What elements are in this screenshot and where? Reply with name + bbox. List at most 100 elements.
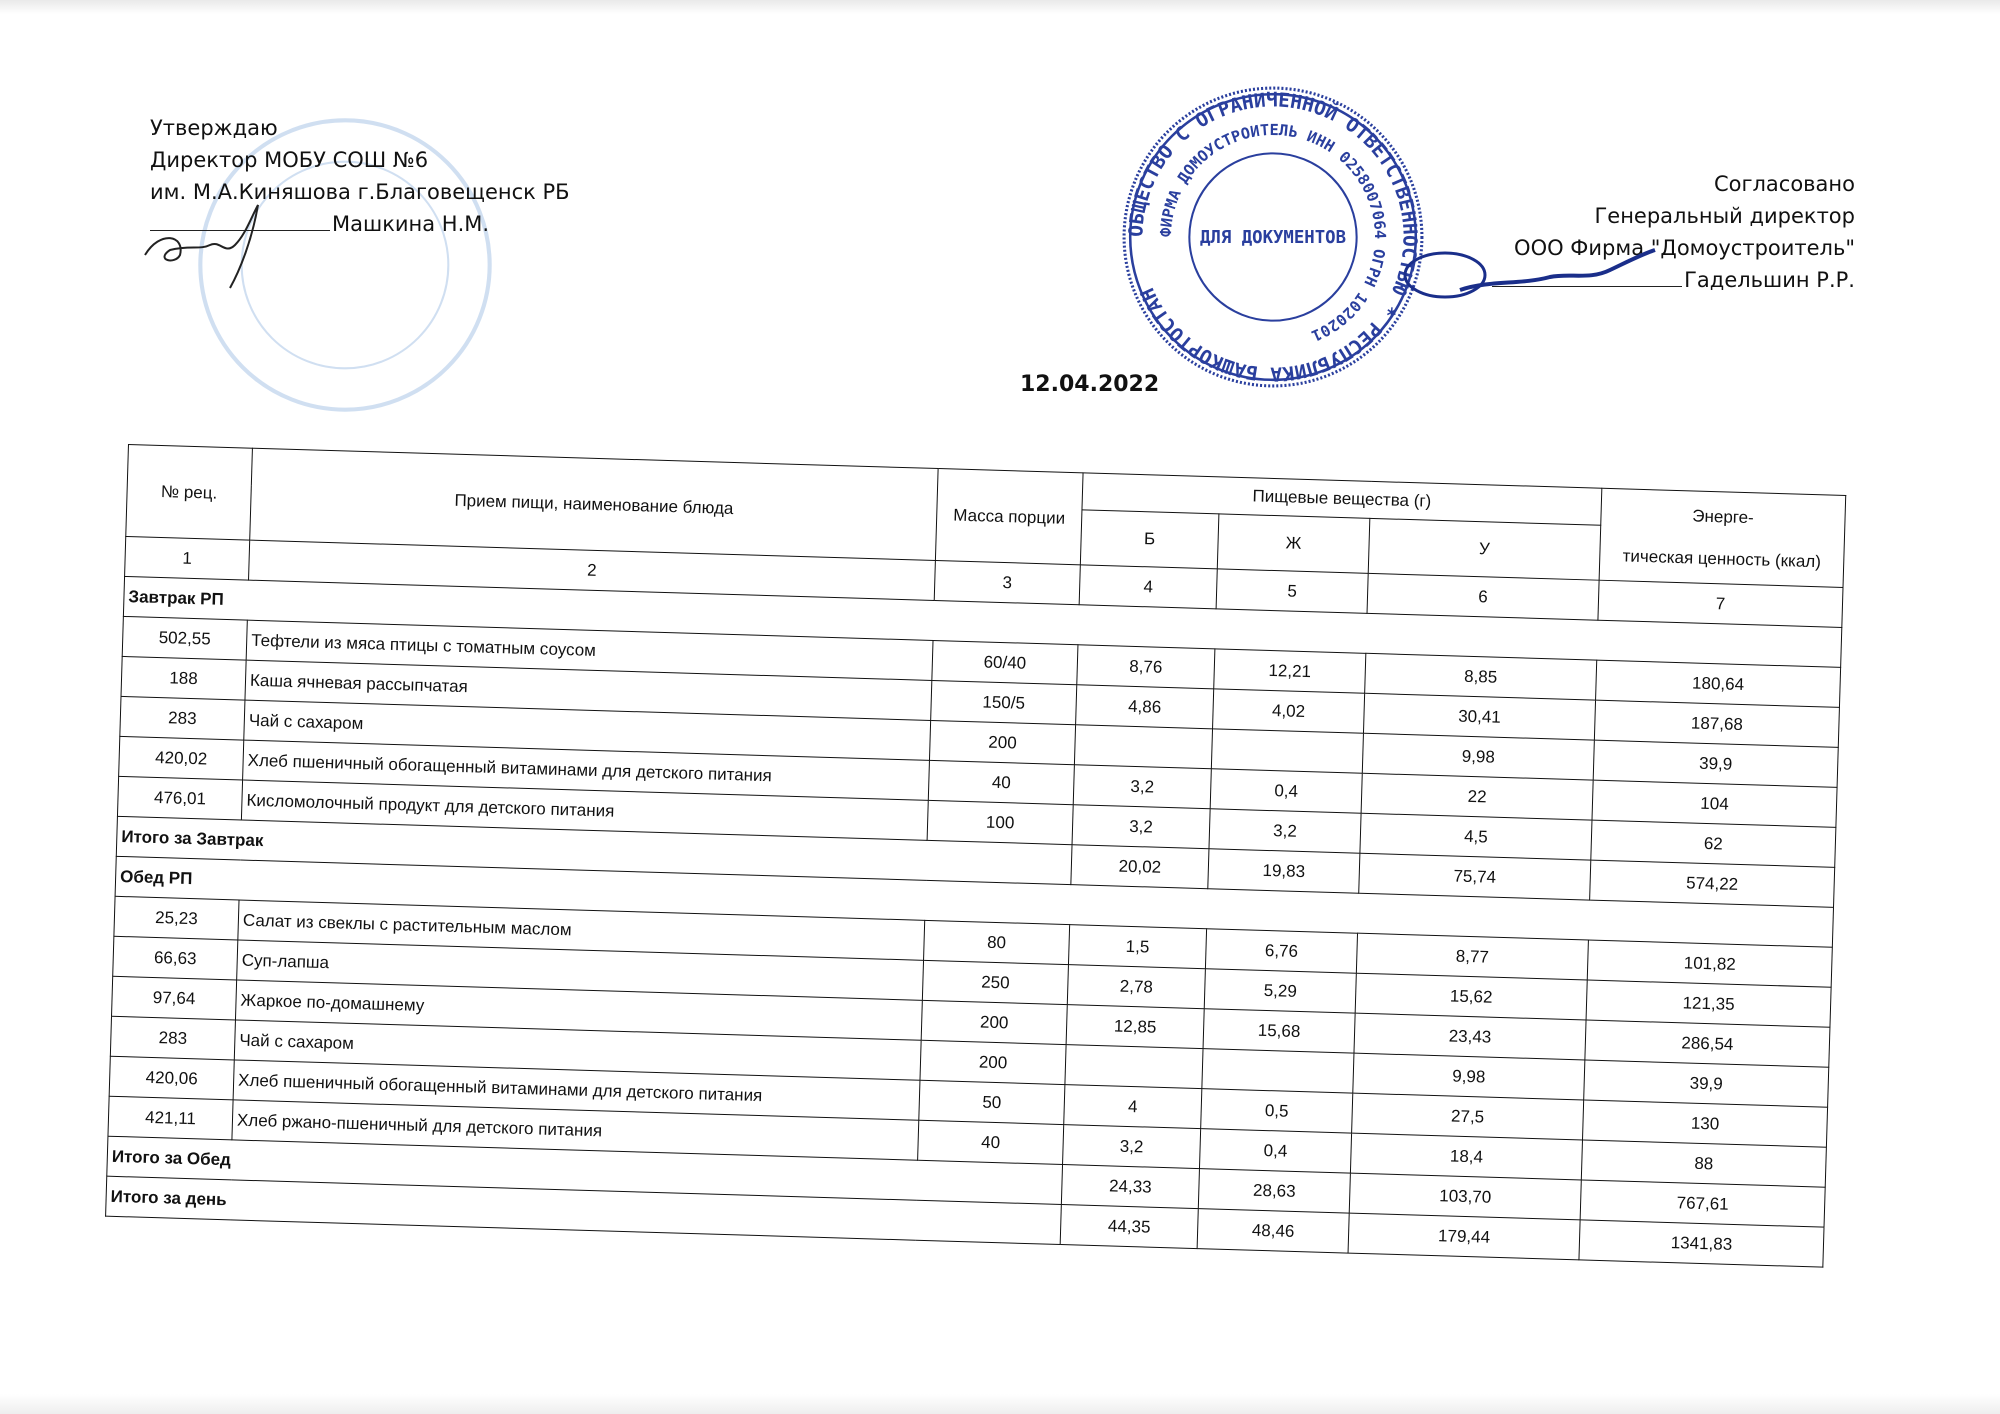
header-mass: Масса порции <box>935 468 1084 565</box>
approval-title: Утверждаю <box>150 116 278 140</box>
menu-table-wrapper: № рец. Прием пищи, наименование блюда Ма… <box>105 444 1846 1268</box>
recipe-number: 283 <box>110 1016 236 1060</box>
carbs-value: 9,98 <box>1352 1053 1585 1100</box>
recipe-number: 421,11 <box>107 1096 234 1140</box>
scan-edge-top <box>0 0 2000 14</box>
protein-value: 8,76 <box>1076 644 1215 689</box>
menu-date: 12.04.2022 <box>1020 372 1160 397</box>
portion-mass: 200 <box>921 1000 1068 1045</box>
total-c: 103,70 <box>1349 1173 1582 1220</box>
scan-edge-bottom <box>0 1394 2000 1414</box>
carbs-value: 8,77 <box>1356 933 1589 981</box>
column-number: 5 <box>1216 568 1369 614</box>
carbs-value: 22 <box>1361 773 1594 821</box>
column-number: 6 <box>1367 573 1600 621</box>
protein-value: 4,86 <box>1075 684 1214 729</box>
fat-value: 12,21 <box>1213 648 1366 694</box>
header-carbs: У <box>1368 518 1601 581</box>
recipe-number: 97,64 <box>111 976 237 1020</box>
protein-value: 3,2 <box>1073 764 1212 809</box>
header-energy: Энерге-тическая ценность (ккал) <box>1599 488 1846 588</box>
approval-block: Утверждаю Директор МОБУ СОШ №6 им. М.А.К… <box>150 112 570 240</box>
total-f: 28,63 <box>1198 1168 1351 1214</box>
agreement-title: Согласовано <box>1713 172 1855 196</box>
portion-mass: 60/40 <box>931 640 1078 685</box>
total-f: 19,83 <box>1207 848 1360 894</box>
handwritten-signature <box>144 204 259 289</box>
fat-value <box>1201 1048 1354 1094</box>
agreement-organization: ООО Фирма "Домоустроитель" <box>1514 236 1855 260</box>
fat-value: 0,4 <box>1210 768 1363 814</box>
recipe-number: 502,55 <box>122 616 248 661</box>
fat-value: 4,02 <box>1212 688 1365 734</box>
portion-mass: 50 <box>918 1080 1065 1125</box>
recipe-number: 476,01 <box>117 776 243 821</box>
carbs-value: 9,98 <box>1362 733 1595 781</box>
svg-text:ДЛЯ ДОКУМЕНТОВ: ДЛЯ ДОКУМЕНТОВ <box>1200 228 1346 248</box>
day-total-c: 179,44 <box>1348 1213 1581 1260</box>
recipe-number: 420,06 <box>109 1056 235 1100</box>
portion-mass: 100 <box>927 800 1074 845</box>
menu-table-body: 1 2 3 4 5 6 7 Завтрак РП 502,55 Тефтели из мяса п… <box>105 536 1843 1268</box>
portion-mass: 40 <box>917 1120 1064 1165</box>
total-b: 20,02 <box>1070 844 1209 889</box>
day-total-e: 1341,83 <box>1578 1219 1825 1268</box>
signature-line <box>150 230 330 231</box>
header-energy-line1: Энерге- <box>1692 505 1755 527</box>
recipe-number: 25,23 <box>113 896 240 940</box>
column-number: 3 <box>934 560 1081 605</box>
recipe-number: 188 <box>121 656 247 701</box>
carbs-value: 4,5 <box>1359 813 1592 861</box>
protein-value: 12,85 <box>1066 1004 1205 1049</box>
portion-mass: 40 <box>928 760 1075 805</box>
protein-value: 2,78 <box>1067 964 1206 1009</box>
portion-mass: 200 <box>929 720 1076 765</box>
fat-value: 15,68 <box>1203 1008 1356 1054</box>
header-fat: Ж <box>1217 513 1370 574</box>
column-number: 4 <box>1079 564 1218 609</box>
column-number: 1 <box>124 536 250 581</box>
fat-value: 0,4 <box>1199 1128 1352 1174</box>
total-b: 24,33 <box>1061 1164 1200 1209</box>
protein-value: 4 <box>1063 1084 1202 1129</box>
day-total-f: 48,46 <box>1197 1208 1350 1254</box>
carbs-value: 23,43 <box>1353 1013 1587 1060</box>
fat-value: 3,2 <box>1208 808 1362 854</box>
day-total-b: 44,35 <box>1060 1204 1199 1249</box>
protein-value: 1,5 <box>1068 924 1207 969</box>
portion-mass: 250 <box>922 960 1069 1005</box>
carbs-value: 30,41 <box>1363 693 1596 741</box>
header-recipe: № рец. <box>125 444 253 541</box>
recipe-number: 420,02 <box>118 736 244 781</box>
total-c: 75,74 <box>1358 853 1591 901</box>
agreement-position: Генеральный директор <box>1594 204 1855 228</box>
protein-value <box>1074 724 1213 769</box>
signature-line <box>1492 286 1683 287</box>
carbs-value: 8,85 <box>1364 653 1597 701</box>
recipe-number: 66,63 <box>112 936 238 980</box>
protein-value: 3,2 <box>1072 804 1211 849</box>
portion-mass: 80 <box>923 920 1070 965</box>
approval-organization: им. М.А.Киняшова г.Благовещенск РБ <box>150 180 570 204</box>
header-protein: Б <box>1080 509 1219 569</box>
menu-table: № рец. Прием пищи, наименование блюда Ма… <box>105 444 1846 1268</box>
approval-signer: Машкина Н.М. <box>332 212 490 236</box>
agreement-block: Согласовано Генеральный директор ООО Фир… <box>1492 168 1855 296</box>
fat-value: 5,29 <box>1204 968 1357 1014</box>
protein-value: 3,2 <box>1062 1124 1201 1169</box>
portion-mass: 150/5 <box>930 680 1077 725</box>
carbs-value: 27,5 <box>1351 1093 1584 1140</box>
agreement-signer: Гадельшин Р.Р. <box>1684 268 1855 292</box>
fat-value: 0,5 <box>1200 1088 1353 1134</box>
carbs-value: 15,62 <box>1355 973 1588 1021</box>
company-stamp: ОБЩЕСТВО С ОГРАНИЧЕННОЙ ОТВЕТСТВЕННОСТЬЮ… <box>1122 86 1424 388</box>
fat-value <box>1211 728 1364 774</box>
handwritten-signature <box>1403 248 1656 299</box>
recipe-number: 283 <box>119 696 245 741</box>
portion-mass: 200 <box>919 1040 1067 1085</box>
protein-value <box>1064 1044 1204 1089</box>
fat-value: 6,76 <box>1205 928 1358 974</box>
header-energy-line2: тическая ценность (ккал) <box>1622 545 1822 571</box>
approval-position: Директор МОБУ СОШ №6 <box>150 148 429 172</box>
carbs-value: 18,4 <box>1350 1133 1583 1180</box>
